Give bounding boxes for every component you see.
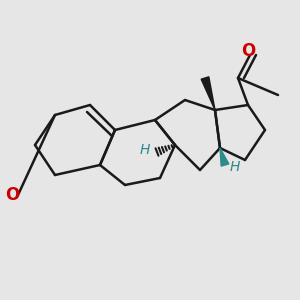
Polygon shape [201, 77, 215, 110]
Text: H: H [230, 160, 240, 174]
Text: O: O [241, 42, 255, 60]
Text: H: H [140, 143, 150, 157]
Polygon shape [220, 148, 229, 166]
Text: O: O [5, 186, 19, 204]
